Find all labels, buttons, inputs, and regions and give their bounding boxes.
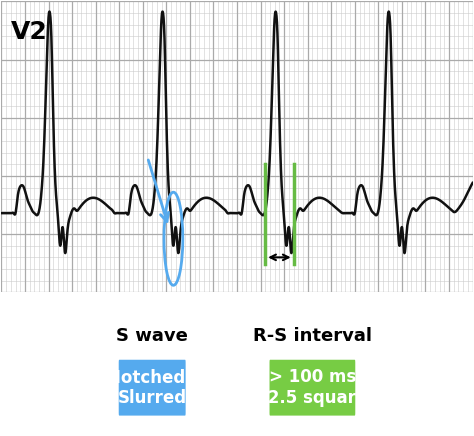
FancyBboxPatch shape [118,360,186,416]
Text: Notched /
Slurred: Notched / Slurred [107,368,197,407]
Text: R-S interval: R-S interval [253,327,372,345]
Text: S wave: S wave [116,327,188,345]
Text: V2: V2 [11,20,47,44]
FancyBboxPatch shape [270,360,356,416]
Text: > 100 ms
> 2.5 squares: > 100 ms > 2.5 squares [248,368,377,407]
